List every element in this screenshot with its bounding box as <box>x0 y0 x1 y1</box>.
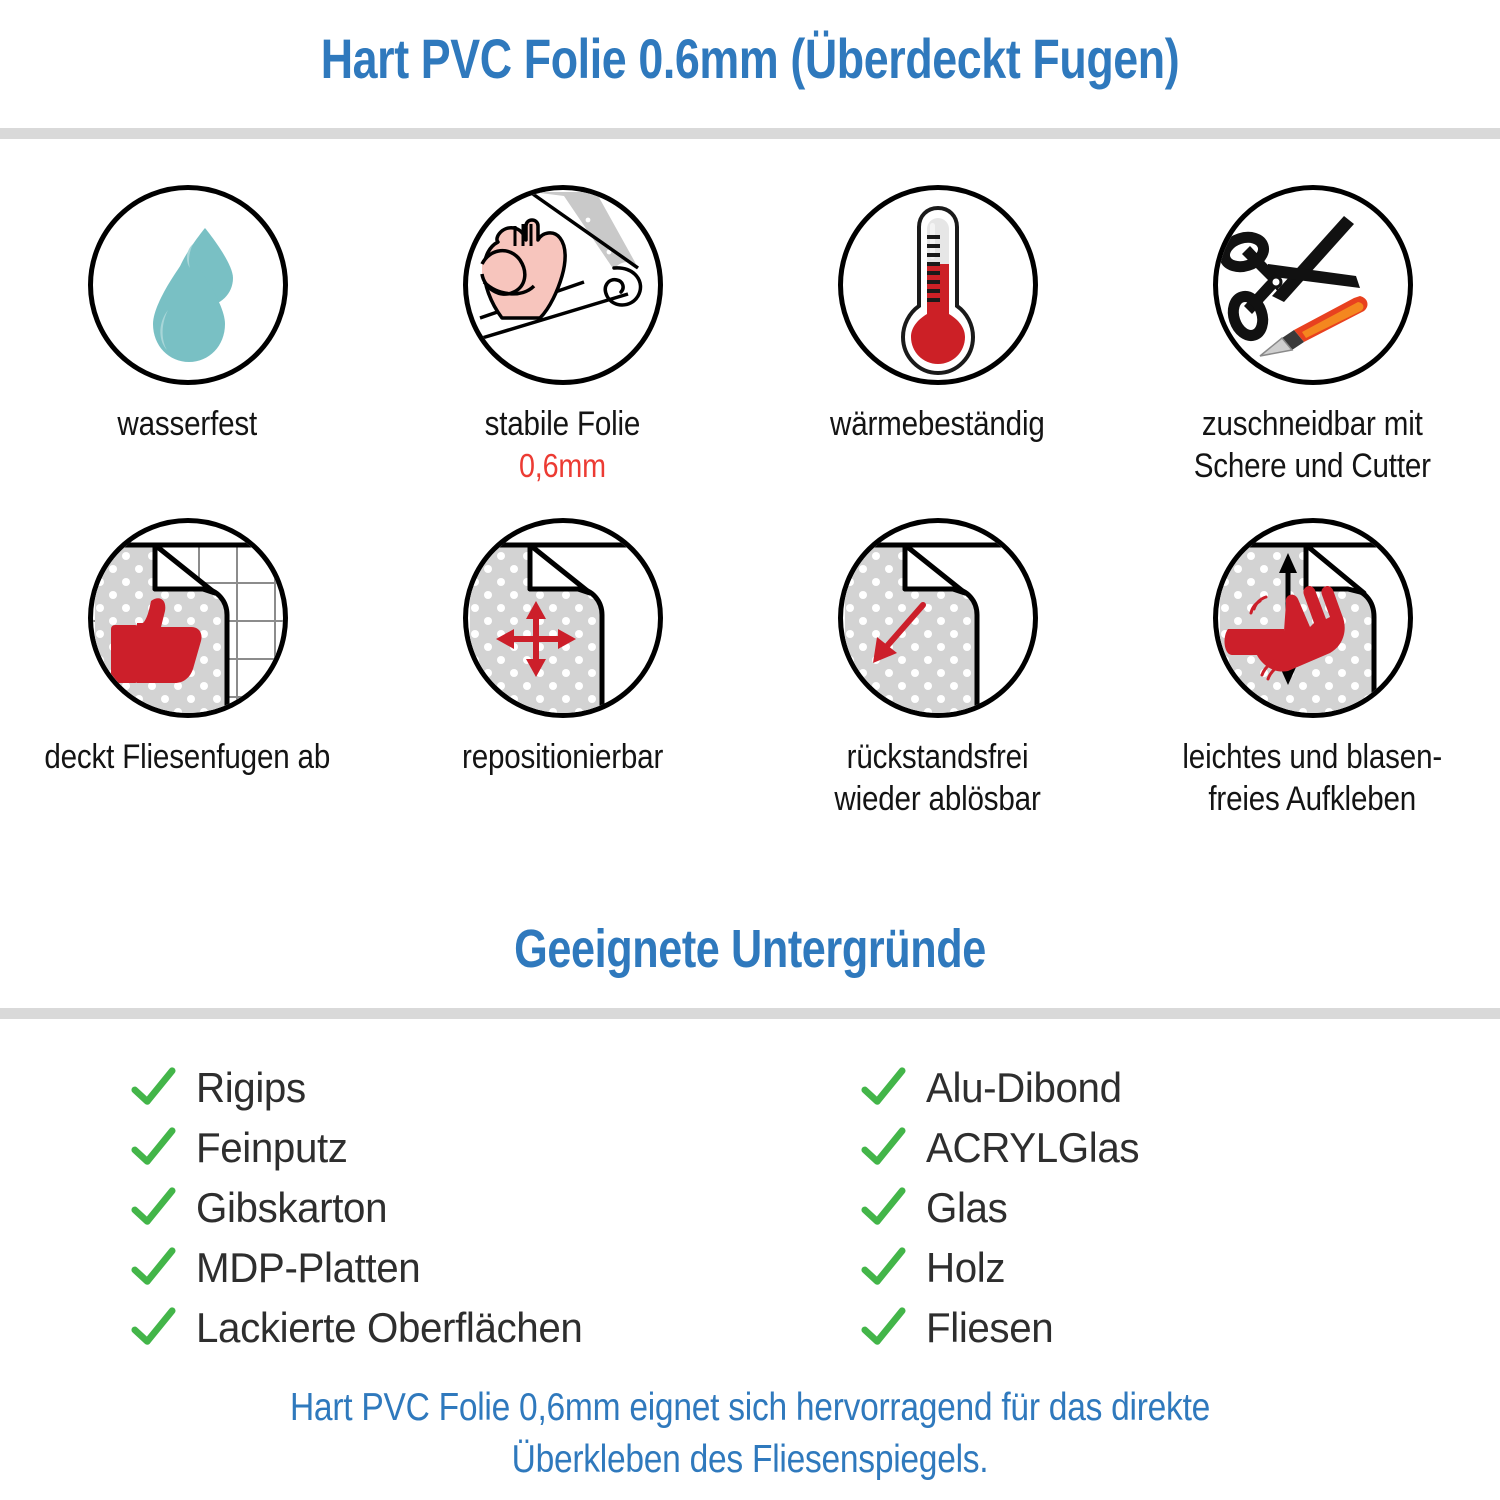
flexed-bicep-icon <box>462 185 663 385</box>
list-item: Alu-Dibond <box>860 1058 1500 1118</box>
feature-label: stabile Folie 0,6mm <box>485 403 641 487</box>
feature-row-1: wasserfest <box>0 185 1500 487</box>
substrate-label: MDP-Platten <box>196 1244 421 1291</box>
check-icon <box>861 1067 906 1105</box>
list-item: Feinputz <box>130 1118 750 1178</box>
feature-label: wärmebeständig <box>830 403 1045 445</box>
feature-label-text: wasserfest <box>117 405 258 443</box>
substrate-label: Rigips <box>196 1064 306 1111</box>
list-item: Holz <box>860 1238 1500 1298</box>
feature-label-text: repositionierbar <box>461 738 664 776</box>
feature-deckt-fliesenfugen: deckt Fliesenfugen ab <box>0 518 375 820</box>
feature-label-text: wärmebeständig <box>830 405 1045 443</box>
check-icon <box>131 1247 176 1285</box>
list-item: MDP-Platten <box>130 1238 750 1298</box>
feature-label-line1: zuschneidbar mit <box>1202 405 1423 443</box>
list-item: Glas <box>860 1178 1500 1238</box>
feature-label: zuschneidbar mit Schere und Cutter <box>1194 403 1431 487</box>
feature-zuschneidbar: zuschneidbar mit Schere und Cutter <box>1125 185 1500 487</box>
feature-label: repositionierbar <box>462 736 663 778</box>
check-icon <box>861 1187 906 1225</box>
footer-line-2: Überkleben des Fliesenspiegels. <box>511 1438 989 1481</box>
feature-label: leichtes und blasen- freies Aufkleben <box>1183 736 1443 820</box>
check-icon <box>861 1307 906 1345</box>
check-icon <box>131 1067 176 1105</box>
move-arrows-icon <box>462 518 663 718</box>
substrate-column-left: Rigips Feinputz Gibskarton MDP-Platten L… <box>0 1058 750 1358</box>
feature-waermebestaendig: wärmebeständig <box>750 185 1125 487</box>
feature-label-line1: leichtes und blasen- <box>1182 738 1443 776</box>
substrate-label: ACRYLGlas <box>926 1124 1140 1171</box>
substrate-column-right: Alu-Dibond ACRYLGlas Glas Holz Fliesen <box>750 1058 1500 1358</box>
check-icon <box>131 1187 176 1225</box>
substrate-label: Fliesen <box>926 1304 1054 1351</box>
smoothing-hand-icon <box>1212 518 1413 718</box>
feature-grid: wasserfest <box>0 185 1500 820</box>
footer-note: Hart PVC Folie 0,6mm eignet sich hervorr… <box>0 1382 1500 1486</box>
scissors-cutter-icon <box>1212 185 1413 385</box>
check-icon <box>861 1127 906 1165</box>
water-drops-icon <box>87 185 288 385</box>
thermometer-icon <box>837 185 1038 385</box>
feature-label-text: stabile Folie <box>484 405 641 443</box>
feature-stabile-folie: stabile Folie 0,6mm <box>375 185 750 487</box>
substrate-label: Feinputz <box>196 1124 348 1171</box>
feature-repositionierbar: repositionierbar <box>375 518 750 820</box>
footer-line-1: Hart PVC Folie 0,6mm eignet sich hervorr… <box>289 1386 1211 1429</box>
feature-row-2: deckt Fliesenfugen ab <box>0 518 1500 820</box>
substrate-list: Rigips Feinputz Gibskarton MDP-Platten L… <box>0 1058 1500 1358</box>
feature-label-line2: freies Aufkleben <box>1208 780 1417 818</box>
check-icon <box>131 1127 176 1165</box>
divider-top <box>0 128 1500 139</box>
feature-blasenfreies-aufkleben: leichtes und blasen- freies Aufkleben <box>1125 518 1500 820</box>
section-title: Geeignete Untergründe <box>514 919 986 979</box>
feature-wasserfest: wasserfest <box>0 185 375 487</box>
feature-label: rückstandsfrei wieder ablösbar <box>834 736 1040 820</box>
feature-label: deckt Fliesenfugen ab <box>45 736 331 778</box>
substrate-label: Holz <box>926 1244 1006 1291</box>
feature-rueckstandsfrei: rückstandsfrei wieder ablösbar <box>750 518 1125 820</box>
thumbs-up-tile-icon <box>87 518 288 718</box>
list-item: ACRYLGlas <box>860 1118 1500 1178</box>
feature-label-line2: wieder ablösbar <box>834 780 1041 818</box>
feature-label-thickness: 0,6mm <box>519 447 606 484</box>
feature-label-line1: rückstandsfrei <box>846 738 1029 776</box>
list-item: Lackierte Oberflächen <box>130 1298 750 1358</box>
list-item: Rigips <box>130 1058 750 1118</box>
feature-label: wasserfest <box>118 403 258 445</box>
peel-arrow-icon <box>837 518 1038 718</box>
feature-label-line2: Schere und Cutter <box>1193 447 1432 485</box>
page-title: Hart PVC Folie 0.6mm (Überdeckt Fugen) <box>320 27 1180 90</box>
feature-label-text: deckt Fliesenfugen ab <box>44 738 331 776</box>
substrate-label: Lackierte Oberflächen <box>196 1304 583 1351</box>
substrate-label: Gibskarton <box>196 1184 388 1231</box>
substrate-label: Glas <box>926 1184 1008 1231</box>
check-icon <box>861 1247 906 1285</box>
check-icon <box>131 1307 176 1345</box>
list-item: Fliesen <box>860 1298 1500 1358</box>
list-item: Gibskarton <box>130 1178 750 1238</box>
divider-bottom <box>0 1008 1500 1019</box>
substrate-label: Alu-Dibond <box>926 1064 1122 1111</box>
